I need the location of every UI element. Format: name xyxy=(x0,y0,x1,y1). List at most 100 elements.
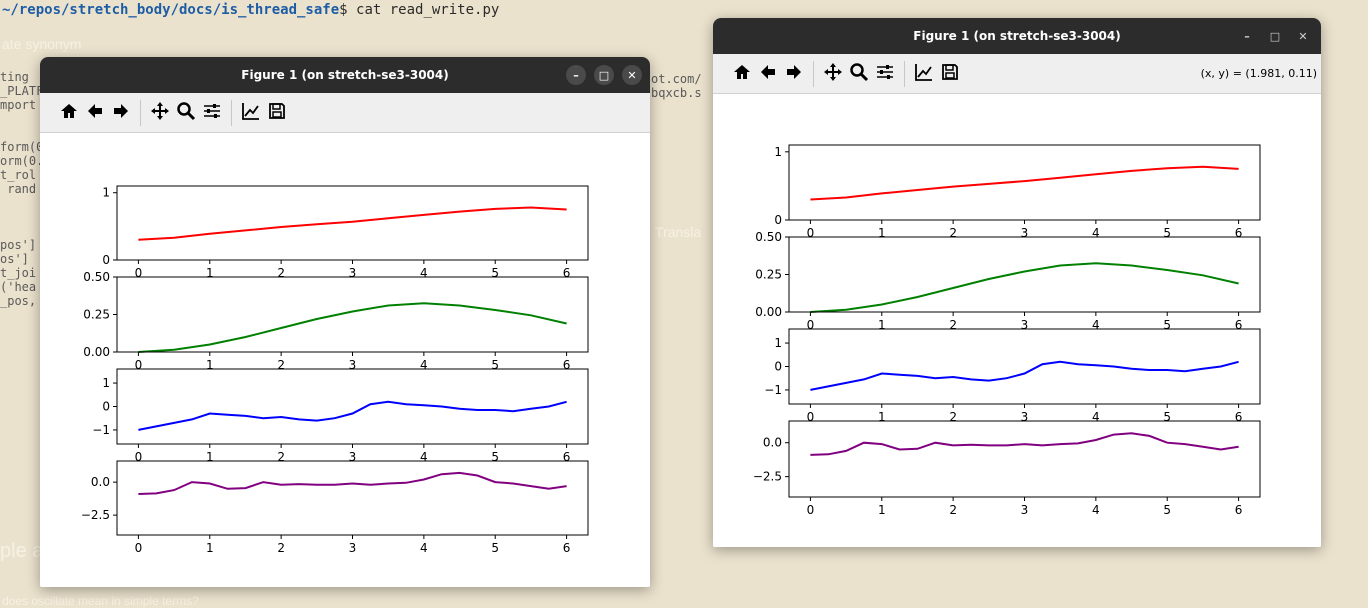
x-tick-label: 6 xyxy=(563,541,571,555)
axes-frame xyxy=(788,144,1261,221)
x-tick-label: 2 xyxy=(277,450,285,464)
series-line xyxy=(138,206,567,241)
save-button[interactable] xyxy=(937,61,963,87)
x-tick-label: 0 xyxy=(135,266,143,280)
window-titlebar[interactable]: Figure 1 (on stretch-se3-3004) – □ ✕ xyxy=(40,57,650,93)
x-tick-label: 0 xyxy=(135,450,143,464)
home-icon xyxy=(59,101,79,125)
window-titlebar[interactable]: Figure 1 (on stretch-se3-3004) – □ ✕ xyxy=(713,18,1321,54)
x-tick-label: 2 xyxy=(277,266,285,280)
x-tick-label: 6 xyxy=(1235,410,1243,424)
close-button[interactable]: ✕ xyxy=(1298,29,1308,43)
background-faded-item: ate synonym xyxy=(2,36,82,52)
x-tick-label: 0 xyxy=(807,226,815,240)
y-tick-label: 1 xyxy=(102,376,110,390)
edit-axis-button[interactable] xyxy=(911,61,937,87)
forward-arrow-button[interactable] xyxy=(781,61,807,87)
x-tick-label: 0 xyxy=(807,410,815,424)
x-tick-label: 2 xyxy=(949,503,957,517)
x-tick-label: 6 xyxy=(563,358,571,372)
back-arrow-button[interactable] xyxy=(82,100,108,126)
x-tick-label: 2 xyxy=(949,318,957,332)
x-tick-label: 3 xyxy=(1021,503,1029,517)
axes-frame xyxy=(116,185,589,261)
home-button[interactable] xyxy=(729,61,755,87)
subplot-3: 0 1 2 3 4 5 6 −1 0 1 xyxy=(92,368,589,464)
pan-button[interactable] xyxy=(820,61,846,87)
zoom-icon xyxy=(176,101,196,125)
window-title: Figure 1 (on stretch-se3-3004) xyxy=(913,29,1121,43)
subplot-3: 0 1 2 3 4 5 6 −1 0 1 xyxy=(764,328,1261,424)
subplot-1: 0 1 2 3 4 5 6 0 1 xyxy=(774,144,1261,240)
terminal-command: $ cat read_write.py xyxy=(339,2,500,18)
x-tick-label: 1 xyxy=(878,318,886,332)
axes-frame xyxy=(788,328,1261,405)
y-tick-label: 0.00 xyxy=(755,305,782,319)
forward-arrow-icon xyxy=(111,101,131,125)
x-tick-label: 5 xyxy=(1163,226,1171,240)
x-tick-label: 0 xyxy=(807,318,815,332)
series-line xyxy=(810,432,1239,456)
window-title: Figure 1 (on stretch-se3-3004) xyxy=(241,68,449,82)
toolbar-separator xyxy=(231,99,232,126)
configure-subplots-button[interactable] xyxy=(199,100,225,126)
x-tick-label: 6 xyxy=(1235,503,1243,517)
y-tick-label: 0 xyxy=(774,213,782,227)
background-faded-item: ple a xyxy=(0,540,44,562)
zoom-button[interactable] xyxy=(173,100,199,126)
x-tick-label: 1 xyxy=(206,541,214,555)
save-icon xyxy=(267,101,287,125)
subplot-2: 0 1 2 3 4 5 6 0.00 0.25 0.50 xyxy=(83,270,589,372)
pan-icon xyxy=(150,101,170,125)
subplot-4: 0 1 2 3 4 5 6 −2.5 0.0 xyxy=(753,420,1261,517)
x-tick-label: 4 xyxy=(1092,410,1100,424)
subplot-1: 0 1 2 3 4 5 6 0 1 xyxy=(102,185,589,280)
background-faded-item: does oscillate mean in simple terms? xyxy=(2,594,199,608)
x-tick-label: 3 xyxy=(349,358,357,372)
x-tick-label: 2 xyxy=(949,410,957,424)
close-button[interactable]: ✕ xyxy=(622,65,642,85)
home-button[interactable] xyxy=(56,100,82,126)
x-tick-label: 6 xyxy=(1235,226,1243,240)
y-tick-label: 0 xyxy=(102,253,110,267)
forward-arrow-button[interactable] xyxy=(108,100,134,126)
x-tick-label: 4 xyxy=(420,358,428,372)
back-arrow-button[interactable] xyxy=(755,61,781,87)
zoom-button[interactable] xyxy=(846,61,872,87)
x-tick-label: 1 xyxy=(878,410,886,424)
configure-subplots-icon xyxy=(875,62,895,86)
x-tick-label: 4 xyxy=(1092,318,1100,332)
y-tick-label: 0.0 xyxy=(763,436,782,450)
configure-subplots-button[interactable] xyxy=(872,61,898,87)
x-tick-label: 5 xyxy=(1163,503,1171,517)
pan-button[interactable] xyxy=(147,100,173,126)
y-tick-label: 0.25 xyxy=(83,308,110,322)
x-tick-label: 2 xyxy=(277,541,285,555)
maximize-button[interactable]: □ xyxy=(1269,29,1281,43)
series-line xyxy=(138,471,567,495)
figure-canvas[interactable]: 0 1 2 3 4 5 6 0 1 0 1 2 3 4 5 6 0.00 0.25 0.50 0 1 2 3 4 5 6 −1 0 1 0… xyxy=(713,95,1321,547)
maximize-button[interactable]: □ xyxy=(594,65,614,85)
x-tick-label: 6 xyxy=(563,266,571,280)
y-tick-label: 0.00 xyxy=(83,345,110,359)
minimize-button[interactable]: – xyxy=(566,65,586,85)
x-tick-label: 3 xyxy=(349,266,357,280)
x-tick-label: 1 xyxy=(206,266,214,280)
forward-arrow-icon xyxy=(784,62,804,86)
x-tick-label: 3 xyxy=(349,450,357,464)
y-tick-label: 1 xyxy=(774,336,782,350)
minimize-button[interactable]: – xyxy=(1244,29,1250,43)
x-tick-label: 5 xyxy=(1163,318,1171,332)
edit-axis-button[interactable] xyxy=(238,100,264,126)
terminal-prompt: ~/repos/stretch_body/docs/is_thread_safe… xyxy=(0,0,702,22)
series-line xyxy=(810,262,1239,313)
figure-canvas[interactable]: 0 1 2 3 4 5 6 0 1 0 1 2 3 4 5 6 0.00 0.25 0.50 0 1 2 3 4 5 6 −1 0 1 0… xyxy=(40,134,650,587)
x-tick-label: 4 xyxy=(420,266,428,280)
x-tick-label: 4 xyxy=(1092,226,1100,240)
save-button[interactable] xyxy=(264,100,290,126)
y-tick-label: 0.0 xyxy=(91,475,110,489)
y-tick-label: −2.5 xyxy=(81,508,110,522)
y-tick-label: −2.5 xyxy=(753,470,782,484)
toolbar-separator xyxy=(140,99,141,126)
